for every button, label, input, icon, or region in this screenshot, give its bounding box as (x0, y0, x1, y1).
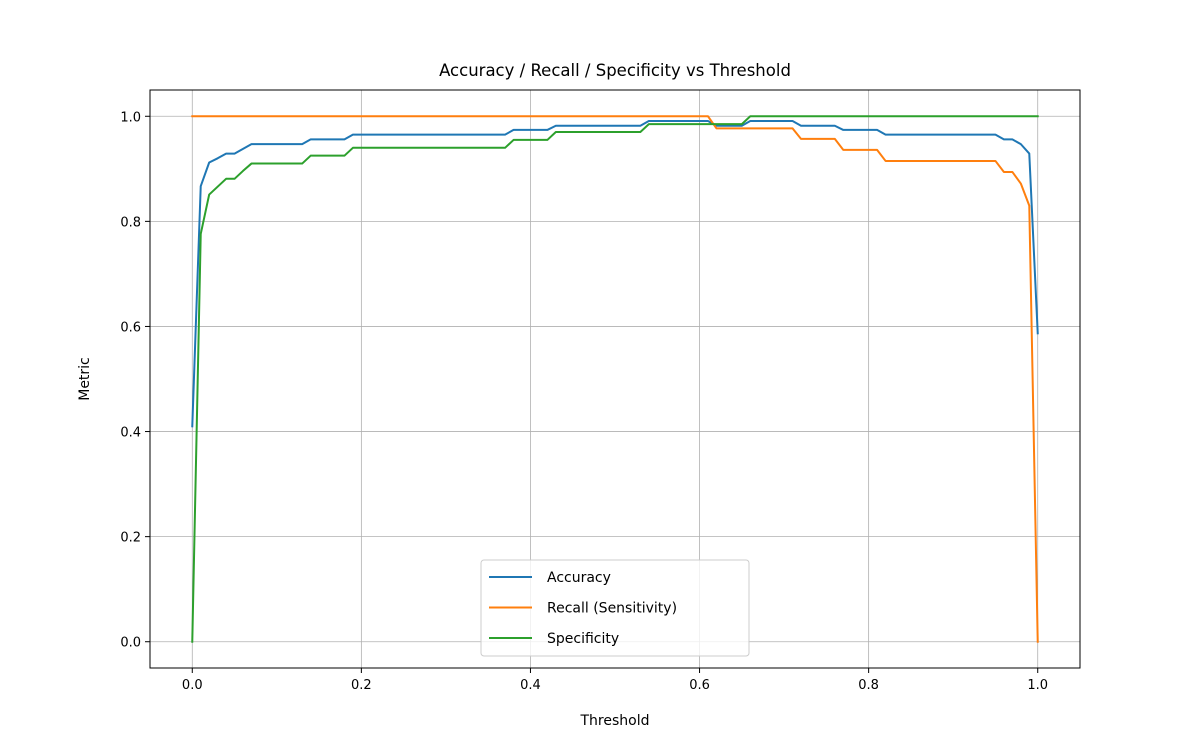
legend-label-recall-sensitivity: Recall (Sensitivity) (547, 601, 677, 617)
x-tick-label: 0.4 (520, 678, 541, 693)
y-axis-label: Metric (77, 357, 93, 401)
legend-box (480, 559, 750, 657)
chart-title: Accuracy / Recall / Specificity vs Thres… (439, 61, 791, 80)
x-tick-label: 0.0 (182, 678, 203, 693)
x-axis-label: Threshold (580, 713, 650, 729)
y-tick-label: 0.4 (120, 426, 141, 441)
series-line-accuracy (191, 120, 1039, 428)
x-tick-label: 0.2 (351, 678, 372, 693)
series-lines (191, 115, 1039, 643)
y-tick-label: 0.2 (120, 531, 141, 546)
series-line-recall-sensitivity (191, 115, 1039, 643)
x-tick-label: 0.6 (689, 678, 710, 693)
y-tick-label: 0.0 (120, 636, 141, 651)
x-tick-label: 1.0 (1027, 678, 1048, 693)
axes-frame (149, 89, 1081, 669)
y-tick-label: 0.8 (120, 215, 141, 230)
legend-label-specificity: Specificity (547, 631, 619, 647)
series-line-specificity (191, 115, 1039, 643)
axis-ticks: 0.0 0.2 0.4 0.6 0.8 1.0 0.0 0.2 0.4 0.6 0.8 1.0 (120, 110, 1048, 693)
y-tick-label: 1.0 (120, 110, 141, 125)
x-tick-label: 0.8 (858, 678, 879, 693)
legend-label-accuracy: Accuracy (547, 570, 611, 586)
legend: Accuracy Recall (Sensitivity) Specificity (480, 559, 750, 657)
y-tick-label: 0.6 (120, 320, 141, 335)
